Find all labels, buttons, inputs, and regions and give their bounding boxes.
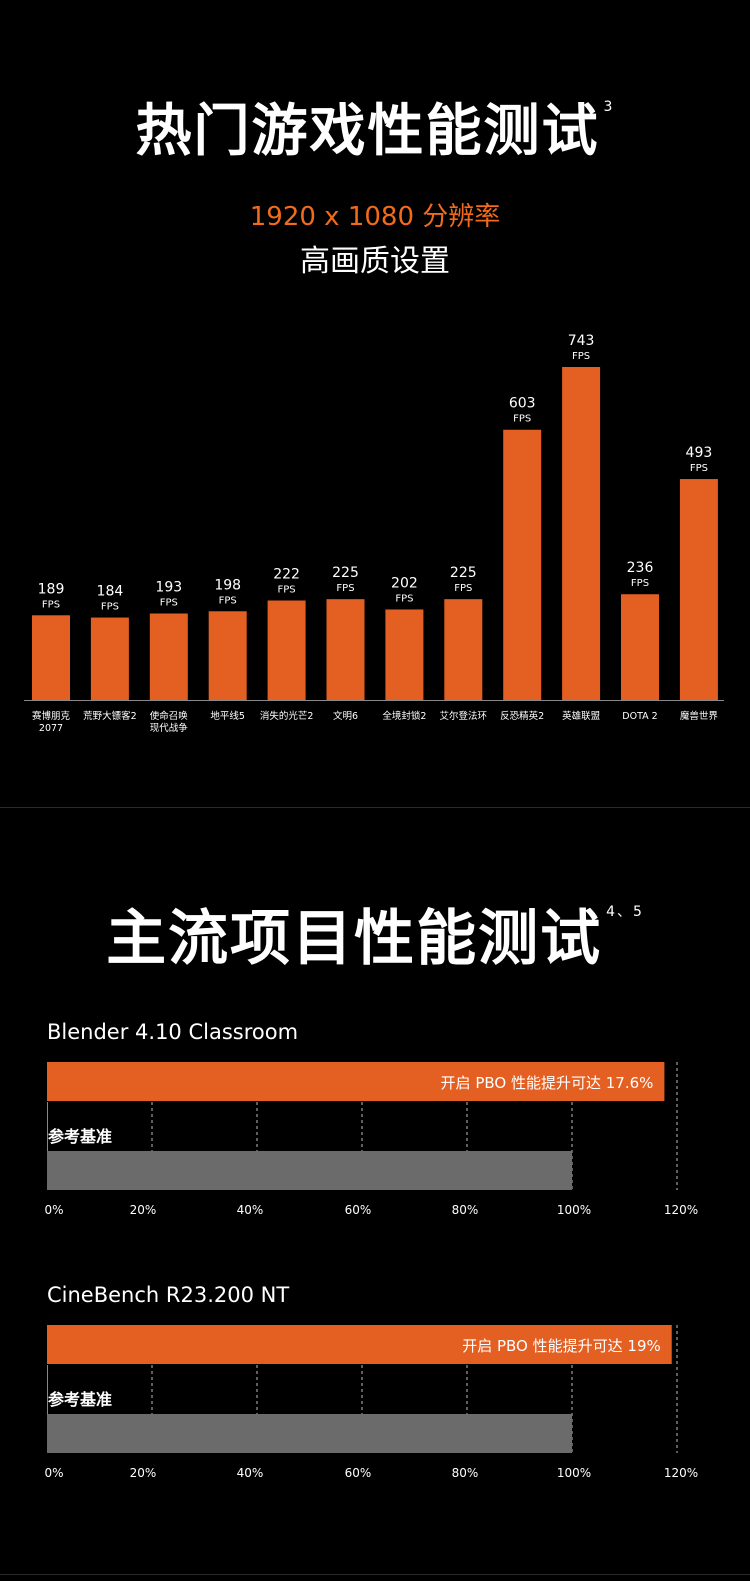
fps-value-label: 222 <box>273 567 300 583</box>
fps-bar <box>32 615 70 700</box>
x-tick-label: 100% <box>557 1466 591 1480</box>
x-tick-label: 120% <box>664 1203 698 1217</box>
fps-bar <box>621 594 659 700</box>
fps-value-label: 184 <box>97 584 124 600</box>
game-name-label: 艾尔登法环 <box>440 710 488 722</box>
x-tick-label: 40% <box>237 1203 264 1217</box>
cinebench-benchmark-chart: 开启 PBO 性能提升可达 19% 参考基准 0% 20% 40% 60% 80% 100% 1… <box>44 1325 698 1480</box>
x-tick-label: 60% <box>345 1203 372 1217</box>
game-name-label: 文明6 <box>333 710 358 722</box>
game-name-label: 消失的光芒2 <box>260 710 314 722</box>
blender-benchmark-chart: 开启 PBO 性能提升可达 17.6% 参考基准 0% 20% 40% 60% 80% 100… <box>44 1062 698 1217</box>
game-name-label: 荒野大镖客2 <box>83 710 137 722</box>
fps-unit-label: FPS <box>690 463 708 474</box>
fps-unit-label: FPS <box>42 599 60 610</box>
baseline-label: 参考基准 <box>48 1127 112 1146</box>
fps-unit-label: FPS <box>101 602 119 613</box>
fps-bar <box>149 613 188 700</box>
x-tick-label: 0% <box>44 1466 63 1480</box>
baseline-label: 参考基准 <box>48 1390 112 1409</box>
bottom-divider <box>0 1574 750 1575</box>
fps-bar <box>326 599 365 700</box>
x-tick-label: 20% <box>130 1203 157 1217</box>
fps-value-label: 193 <box>155 580 182 596</box>
fps-unit-label: FPS <box>572 351 590 362</box>
fps-unit-label: FPS <box>395 593 413 604</box>
game-name-label: 现代战争 <box>150 722 189 734</box>
pbo-bar <box>47 1325 672 1364</box>
fps-bar <box>444 599 483 700</box>
game-name-label: 使命召唤 <box>150 710 189 722</box>
fps-bar <box>385 609 424 700</box>
x-tick-label: 80% <box>452 1203 479 1217</box>
pbo-bar <box>47 1062 665 1101</box>
fps-bar <box>267 600 306 700</box>
quality-label: 高画质设置 <box>300 244 450 279</box>
game-name-label: 2077 <box>39 723 63 734</box>
fps-unit-label: FPS <box>631 578 649 589</box>
x-tick-label: 20% <box>130 1466 157 1480</box>
fps-value-label: 225 <box>332 565 359 581</box>
fps-value-label: 743 <box>568 333 595 349</box>
cinebench-benchmark-title: CineBench R23.200 NT <box>47 1283 290 1307</box>
baseline-bar <box>47 1151 572 1190</box>
game-test-title-text: 热门游戏性能测试 <box>135 99 600 164</box>
fps-bar <box>90 617 129 700</box>
game-name-label: 赛博朋克 <box>32 710 71 722</box>
fps-value-label: 202 <box>391 575 418 591</box>
x-tick-label: 0% <box>44 1203 63 1217</box>
fps-bar <box>208 611 247 700</box>
x-tick-label: 100% <box>557 1203 591 1217</box>
game-name-label: 反恐精英2 <box>500 710 544 722</box>
fps-value-label: 198 <box>214 577 241 593</box>
fps-unit-label: FPS <box>278 585 296 596</box>
x-tick-label: 80% <box>452 1466 479 1480</box>
game-name-label: 魔兽世界 <box>680 710 719 722</box>
project-test-footnote-mark: 4、5 <box>606 904 644 920</box>
project-test-title-text: 主流项目性能测试 <box>106 904 603 974</box>
fps-unit-label: FPS <box>160 598 178 609</box>
game-test-footnote-mark: 3 <box>603 99 615 115</box>
fps-bar <box>562 367 601 700</box>
fps-value-label: 225 <box>450 565 477 581</box>
fps-value-label: 189 <box>38 581 65 597</box>
blender-benchmark-title: Blender 4.10 Classroom <box>47 1020 299 1044</box>
pbo-bar-label: 开启 PBO 性能提升可达 17.6% <box>441 1074 654 1092</box>
game-name-label: DOTA 2 <box>622 711 657 722</box>
fps-bar <box>679 479 718 700</box>
fps-unit-label: FPS <box>513 414 531 425</box>
game-name-label: 英雄联盟 <box>562 710 601 722</box>
game-name-label: 全境封锁2 <box>382 710 426 722</box>
game-test-section: 热门游戏性能测试 3 1920 x 1080 分辨率 高画质设置 189 FPS 赛博… <box>0 100 750 734</box>
fps-value-label: 236 <box>627 560 654 576</box>
baseline-bar <box>47 1414 572 1453</box>
fps-unit-label: FPS <box>336 583 354 594</box>
x-tick-label: 120% <box>664 1466 698 1480</box>
project-test-title: 主流项目性能测试 4、5 <box>0 905 750 969</box>
game-name-label: 地平线5 <box>210 710 245 722</box>
x-tick-label: 40% <box>237 1466 264 1480</box>
x-tick-label: 60% <box>345 1466 372 1480</box>
fps-unit-label: FPS <box>219 595 237 606</box>
section-divider <box>0 807 750 808</box>
resolution-label: 1920 x 1080 分辨率 <box>249 202 501 232</box>
fps-unit-label: FPS <box>454 583 472 594</box>
game-test-title: 热门游戏性能测试 3 <box>0 100 750 160</box>
pbo-bar-label: 开启 PBO 性能提升可达 19% <box>462 1337 661 1355</box>
fps-bar <box>503 429 542 700</box>
fps-value-label: 603 <box>509 396 536 412</box>
fps-value-label: 493 <box>686 445 713 461</box>
